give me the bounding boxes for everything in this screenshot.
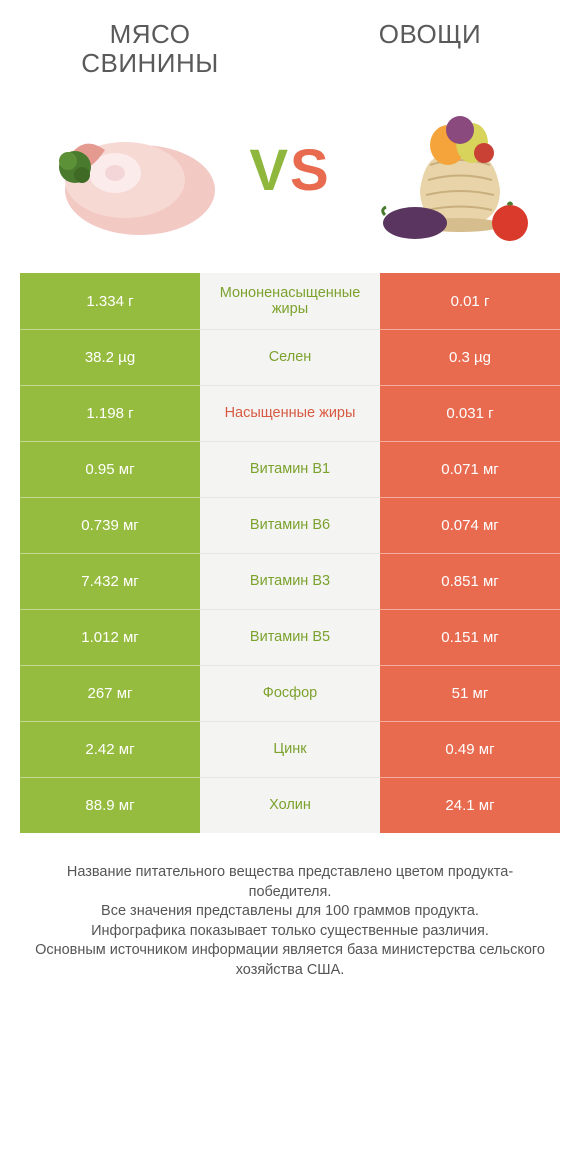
value-right: 0.151 мг bbox=[380, 609, 560, 665]
value-right: 0.031 г bbox=[380, 385, 560, 441]
table-row: 267 мгФосфор51 мг bbox=[20, 665, 560, 721]
table-row: 2.42 мгЦинк0.49 мг bbox=[20, 721, 560, 777]
value-left: 7.432 мг bbox=[20, 553, 200, 609]
title-left: МЯСО СВИНИНЫ bbox=[40, 20, 260, 77]
table-row: 0.739 мгВитамин B60.074 мг bbox=[20, 497, 560, 553]
table-row: 1.334 гМононенасыщенные жиры0.01 г bbox=[20, 273, 560, 329]
value-left: 0.95 мг bbox=[20, 441, 200, 497]
vs-s: S bbox=[290, 138, 331, 203]
value-right: 0.3 µg bbox=[380, 329, 560, 385]
title-right: ОВОЩИ bbox=[320, 20, 540, 77]
nutrient-label: Цинк bbox=[200, 721, 380, 777]
value-left: 1.012 мг bbox=[20, 609, 200, 665]
value-right: 0.851 мг bbox=[380, 553, 560, 609]
footer-line-2: Все значения представлены для 100 граммо… bbox=[28, 902, 552, 922]
nutrient-table: 1.334 гМононенасыщенные жиры0.01 г38.2 µ… bbox=[0, 273, 580, 833]
nutrient-label: Витамин B1 bbox=[200, 441, 380, 497]
footer-line-4: Основным источником информации является … bbox=[28, 941, 552, 980]
vs-label: VS bbox=[249, 137, 330, 204]
value-left: 2.42 мг bbox=[20, 721, 200, 777]
value-right: 0.074 мг bbox=[380, 497, 560, 553]
value-right: 0.071 мг bbox=[380, 441, 560, 497]
vs-v: V bbox=[249, 138, 290, 203]
vegetables-image bbox=[360, 95, 550, 245]
value-left: 1.334 г bbox=[20, 273, 200, 329]
table-row: 88.9 мгХолин24.1 мг bbox=[20, 777, 560, 833]
titles-row: МЯСО СВИНИНЫ ОВОЩИ bbox=[0, 0, 580, 77]
value-left: 267 мг bbox=[20, 665, 200, 721]
value-left: 0.739 мг bbox=[20, 497, 200, 553]
nutrient-label: Холин bbox=[200, 777, 380, 833]
value-left: 88.9 мг bbox=[20, 777, 200, 833]
hero-row: VS bbox=[0, 77, 580, 273]
pork-image bbox=[30, 95, 220, 245]
table-row: 38.2 µgСелен0.3 µg bbox=[20, 329, 560, 385]
table-row: 0.95 мгВитамин B10.071 мг bbox=[20, 441, 560, 497]
nutrient-label: Насыщенные жиры bbox=[200, 385, 380, 441]
nutrient-label: Селен bbox=[200, 329, 380, 385]
value-right: 24.1 мг bbox=[380, 777, 560, 833]
value-right: 0.01 г bbox=[380, 273, 560, 329]
value-left: 38.2 µg bbox=[20, 329, 200, 385]
nutrient-label: Мононенасыщенные жиры bbox=[200, 273, 380, 329]
nutrient-label: Витамин B3 bbox=[200, 553, 380, 609]
table-row: 1.198 гНасыщенные жиры0.031 г bbox=[20, 385, 560, 441]
footer-notes: Название питательного вещества представл… bbox=[0, 833, 580, 980]
value-left: 1.198 г bbox=[20, 385, 200, 441]
table-row: 1.012 мгВитамин B50.151 мг bbox=[20, 609, 560, 665]
nutrient-label: Витамин B5 bbox=[200, 609, 380, 665]
footer-line-1: Название питательного вещества представл… bbox=[28, 863, 552, 902]
nutrient-label: Фосфор bbox=[200, 665, 380, 721]
footer-line-3: Инфографика показывает только существенн… bbox=[28, 922, 552, 942]
nutrient-label: Витамин B6 bbox=[200, 497, 380, 553]
value-right: 51 мг bbox=[380, 665, 560, 721]
table-row: 7.432 мгВитамин B30.851 мг bbox=[20, 553, 560, 609]
value-right: 0.49 мг bbox=[380, 721, 560, 777]
